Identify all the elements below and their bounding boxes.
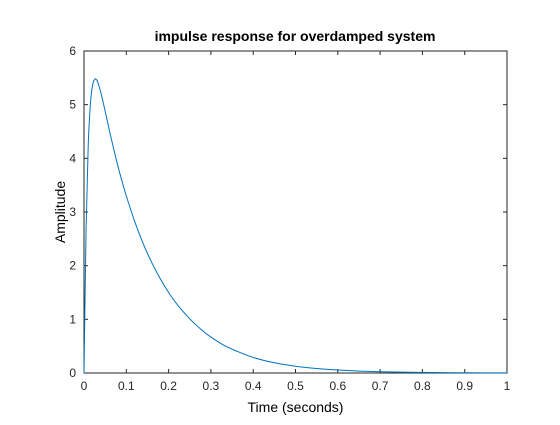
impulse-response-line xyxy=(83,78,508,374)
y-tick-label: 0 xyxy=(69,366,76,380)
x-tick-label: 0.8 xyxy=(414,379,431,393)
x-tick-label: 0.3 xyxy=(203,379,220,393)
x-tick-label: 1 xyxy=(504,379,511,393)
y-tick-label: 6 xyxy=(69,44,76,58)
y-tick-label: 5 xyxy=(69,98,76,112)
x-tick-label: 0.4 xyxy=(245,379,262,393)
x-axis-label: Time (seconds) xyxy=(248,399,344,415)
x-tick-label: 0.9 xyxy=(456,379,473,393)
chart-title: impulse response for overdamped system xyxy=(155,28,436,44)
plot-area xyxy=(83,78,508,374)
y-tick-label: 2 xyxy=(69,259,76,273)
y-axis-label: Amplitude xyxy=(52,181,68,243)
x-tick-label: 0.2 xyxy=(160,379,177,393)
y-tick-label: 1 xyxy=(69,312,76,326)
x-tick-label: 0.1 xyxy=(118,379,135,393)
x-tick-label: 0.7 xyxy=(372,379,389,393)
x-tick-label: 0.6 xyxy=(329,379,346,393)
x-axis-ticks: 0 0.1 0.2 0.3 0.4 0.5 0.6 0.7 0.8 0.9 1 xyxy=(81,51,511,393)
axes-box xyxy=(83,50,508,374)
y-tick-label: 3 xyxy=(69,205,76,219)
x-tick-label: 0 xyxy=(81,379,88,393)
y-tick-label: 4 xyxy=(69,151,76,165)
x-tick-label: 0.5 xyxy=(287,379,304,393)
